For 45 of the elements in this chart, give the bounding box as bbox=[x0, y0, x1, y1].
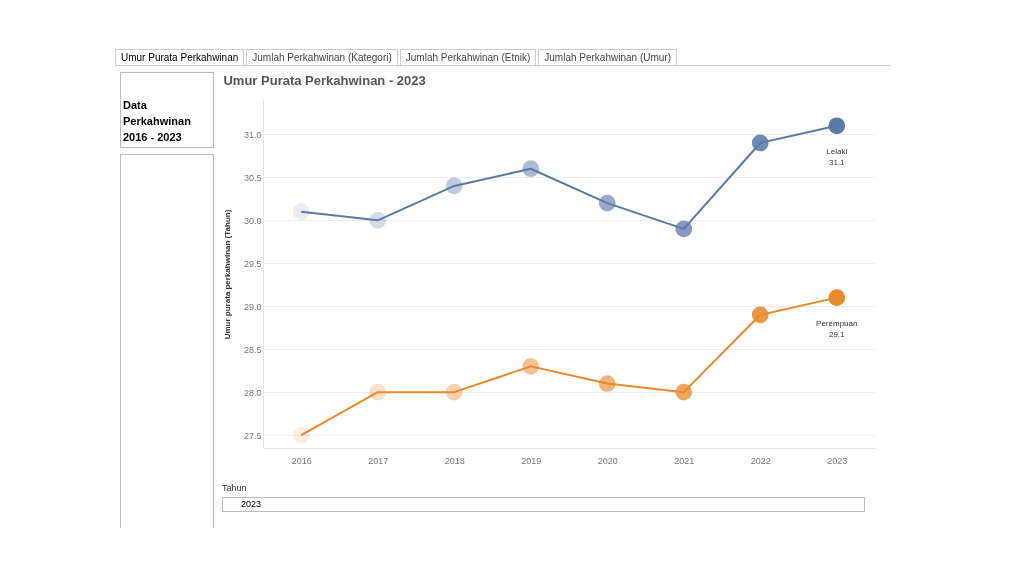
point bbox=[292, 426, 310, 444]
y-tick-label: 31.0 bbox=[243, 129, 262, 140]
text: Jumlah Perkahwinan (Etnik) bbox=[399, 49, 537, 65]
x-tick-label: 2023 bbox=[827, 455, 848, 466]
point bbox=[828, 117, 846, 135]
text: Jumlah Perkahwinan (Umur) bbox=[538, 49, 678, 65]
text: Jumlah Perkahwinan (Kategori) bbox=[246, 49, 398, 65]
y-axis-title: Umur purata perkahwinan (Tahun) bbox=[222, 209, 232, 340]
point bbox=[598, 194, 616, 212]
text: 2023 bbox=[241, 499, 262, 509]
point bbox=[369, 383, 387, 401]
text: Data Perkahwinan 2016 - 2023 bbox=[123, 98, 192, 145]
point bbox=[445, 383, 463, 401]
y-tick-label: 27.5 bbox=[243, 430, 262, 441]
point bbox=[522, 358, 540, 375]
x-tick-label: 2018 bbox=[444, 455, 465, 466]
point bbox=[598, 375, 616, 392]
series-label: Lelaki bbox=[826, 146, 848, 156]
y-tick-label: 30.5 bbox=[243, 172, 262, 183]
y-tick-label: 30.0 bbox=[243, 215, 262, 226]
x-tick-label: 2022 bbox=[750, 455, 771, 466]
point bbox=[369, 211, 387, 229]
point bbox=[675, 220, 693, 238]
text: Tahun bbox=[222, 483, 247, 493]
x-tick-label: 2019 bbox=[521, 455, 542, 466]
point bbox=[751, 134, 769, 152]
y-tick-label: 28.0 bbox=[243, 387, 262, 398]
chart-title: Umur Purata Perkahwinan - 2023 bbox=[223, 73, 426, 88]
x-tick-label: 2021 bbox=[674, 455, 695, 466]
data-label: 31.1 bbox=[828, 157, 846, 167]
point bbox=[522, 160, 540, 178]
point bbox=[675, 383, 693, 401]
point bbox=[751, 306, 769, 324]
x-tick-label: 2017 bbox=[368, 455, 389, 466]
point bbox=[292, 203, 310, 221]
y-tick-label: 29.5 bbox=[243, 258, 262, 269]
x-tick-label: 2020 bbox=[597, 455, 618, 466]
data-label: 29.1 bbox=[828, 329, 846, 339]
point bbox=[445, 177, 463, 195]
y-tick-label: 29.0 bbox=[243, 301, 262, 312]
y-tick-label: 28.5 bbox=[243, 344, 262, 355]
x-tick-label: 2016 bbox=[291, 455, 312, 466]
series-label: Perempuan bbox=[816, 318, 858, 328]
text: Umur Purata Perkahwinan bbox=[115, 49, 245, 65]
point bbox=[828, 289, 846, 306]
